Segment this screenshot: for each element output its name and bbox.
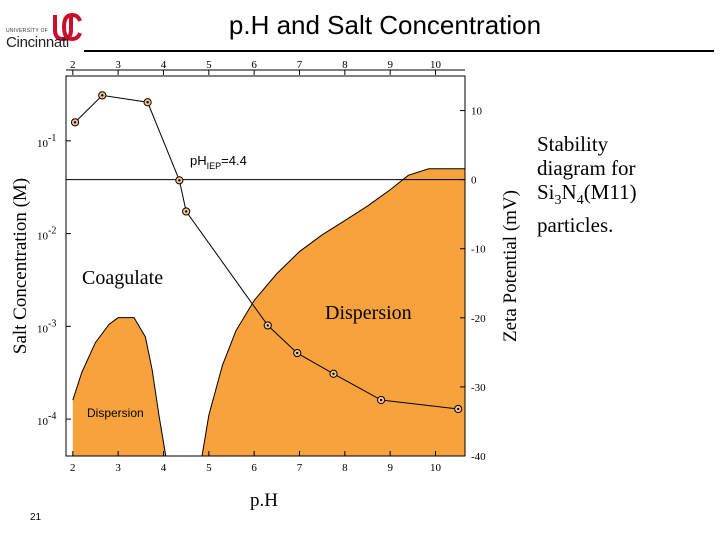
zeta-point-center-8 bbox=[379, 398, 383, 402]
zeta-point-center-0 bbox=[73, 121, 77, 124]
y-tick-label-left--2: 10-2 bbox=[37, 226, 56, 243]
x-tick-label-top-9: 9 bbox=[387, 59, 393, 71]
zeta-point-center-2 bbox=[146, 101, 149, 104]
zeta-point-center-1 bbox=[101, 94, 104, 97]
figure-caption: Stability diagram for Si3N4(M11) particl… bbox=[537, 132, 707, 237]
x-tick-label-bottom-7: 7 bbox=[297, 462, 303, 474]
caption-line-3: Si3N4(M11) bbox=[537, 180, 707, 213]
x-tick-label-bottom-6: 6 bbox=[251, 462, 257, 474]
zeta-point-center-5 bbox=[266, 324, 269, 327]
x-tick-label-top-4: 4 bbox=[161, 59, 167, 71]
logo-small-text: UNIVERSITY OF bbox=[6, 28, 49, 34]
dispersion-region-main bbox=[202, 168, 466, 456]
x-tick-label-bottom-2: 2 bbox=[70, 462, 76, 474]
caption-line-4: particles. bbox=[537, 213, 614, 238]
y-axis-title-right: Zeta Potential (mV) bbox=[500, 190, 521, 342]
x-tick-label-bottom-8: 8 bbox=[342, 462, 348, 474]
x-tick-label-top-3: 3 bbox=[115, 59, 121, 71]
zeta-point-center-9 bbox=[456, 407, 460, 411]
y-tick-label-right-10: 10 bbox=[471, 106, 483, 118]
region-label-dispersion: Dispersion bbox=[325, 302, 412, 324]
caption-line-2: diagram for bbox=[537, 156, 636, 180]
x-tick-label-bottom-10: 10 bbox=[430, 462, 442, 474]
x-tick-label-top-6: 6 bbox=[251, 59, 257, 71]
caption-n: N bbox=[561, 180, 577, 204]
y-tick-label-left--4: 10-4 bbox=[37, 411, 56, 428]
region-label-dispersion-small: Dispersion bbox=[87, 406, 144, 420]
x-tick-label-bottom-9: 9 bbox=[387, 462, 393, 474]
x-tick-label-top-8: 8 bbox=[342, 59, 348, 71]
x-tick-label-top-7: 7 bbox=[297, 59, 303, 71]
zeta-potential-line bbox=[74, 94, 459, 410]
y-tick-label-left--1: 10-1 bbox=[37, 133, 56, 150]
x-tick-label-top-10: 10 bbox=[430, 59, 442, 71]
x-tick-label-top-5: 5 bbox=[206, 59, 212, 71]
dispersion-region-small bbox=[72, 317, 166, 456]
y-tick-label-left--3: 10-3 bbox=[37, 318, 56, 335]
y-tick-label-right--20: -20 bbox=[471, 313, 486, 325]
stability-boundary-main bbox=[201, 168, 465, 457]
zeta-point-center-7 bbox=[332, 372, 335, 375]
caption-si: Si bbox=[537, 180, 555, 204]
x-tick-label-bottom-4: 4 bbox=[161, 462, 167, 474]
x-tick-label-bottom-3: 3 bbox=[115, 462, 121, 474]
caption-m11: (M11) bbox=[583, 180, 637, 204]
y-tick-label-right--30: -30 bbox=[471, 382, 486, 394]
y-tick-label-right-0: 0 bbox=[471, 175, 477, 187]
plot-frame bbox=[65, 75, 466, 457]
region-label-coagulate: Coagulate bbox=[82, 267, 163, 289]
university-logo: UNIVERSITY OF Cincinnati bbox=[6, 8, 86, 51]
zeta-point-center-3 bbox=[178, 179, 181, 182]
stability-boundary-small bbox=[72, 317, 167, 457]
zeta-point-center-4 bbox=[184, 210, 188, 213]
y-tick-label-right--10: -10 bbox=[471, 244, 486, 256]
uc-logo-icon bbox=[53, 12, 82, 42]
logo-wordmark: Cincinnati bbox=[6, 34, 69, 51]
slide-title: p.H and Salt Concentration bbox=[228, 10, 542, 40]
zeta-points-group bbox=[70, 91, 463, 414]
slide-number: 21 bbox=[30, 512, 42, 523]
caption-sub-4: 4 bbox=[576, 193, 584, 209]
iep-annotation: pHIEP=4.4 bbox=[190, 153, 247, 171]
zeta-point-center-6 bbox=[296, 351, 299, 355]
tick-marks-group: 2 3 4 5 6 7 8 9 10 2 3 4 5 6 7 8 9 10 10-1 10-2 10-3 10-4 10 0 -… bbox=[37, 59, 486, 474]
x-tick-label-bottom-5: 5 bbox=[206, 462, 212, 474]
y-axis-title-left: Salt Concentration (M) bbox=[10, 178, 31, 354]
title-divider bbox=[84, 50, 714, 52]
caption-line-1: Stability bbox=[537, 132, 609, 156]
caption-sub-3: 3 bbox=[554, 193, 562, 209]
y-tick-label-right--40: -40 bbox=[471, 451, 486, 463]
x-axis-title: p.H bbox=[250, 490, 278, 511]
x-tick-label-top-2: 2 bbox=[70, 59, 76, 71]
